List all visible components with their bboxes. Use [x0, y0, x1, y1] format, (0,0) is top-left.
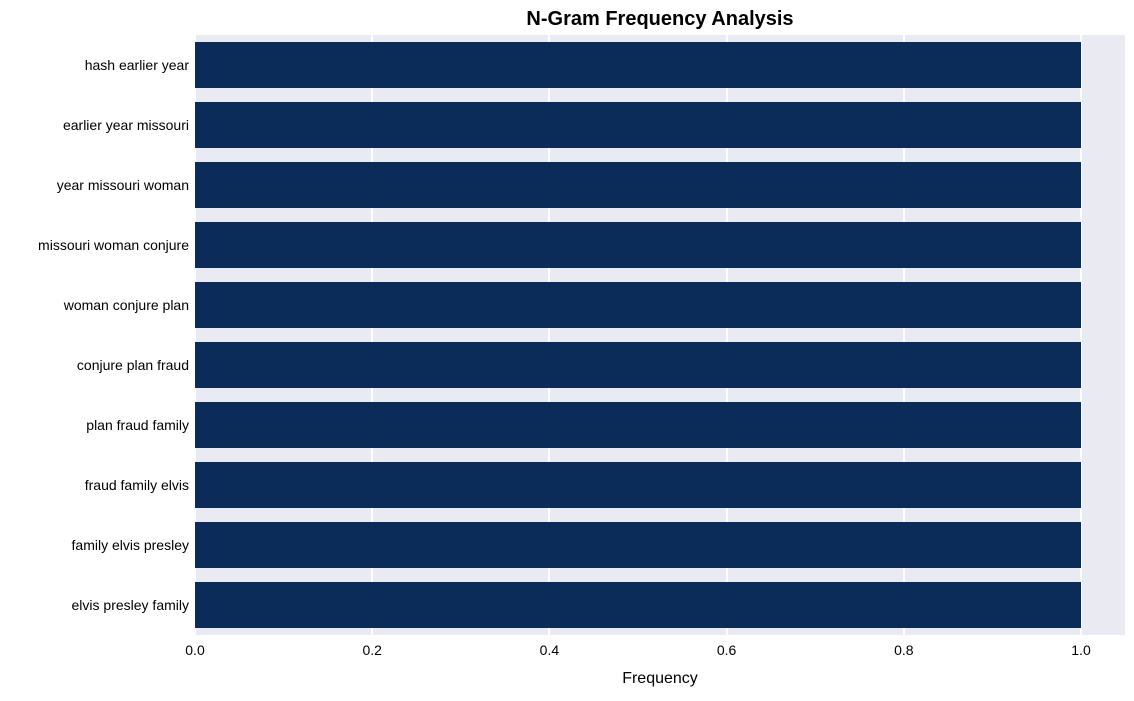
- y-tick-label: earlier year missouri: [63, 117, 189, 133]
- bar: [195, 162, 1081, 209]
- y-tick-label: woman conjure plan: [64, 297, 189, 313]
- bar: [195, 102, 1081, 149]
- bar: [195, 582, 1081, 629]
- x-tick-label: 0.0: [185, 642, 204, 658]
- bar: [195, 342, 1081, 389]
- bar: [195, 42, 1081, 89]
- x-tick-label: 0.2: [362, 642, 381, 658]
- bar: [195, 222, 1081, 269]
- chart-container: N-Gram Frequency Analysis Frequency 0.0 0…: [0, 0, 1134, 701]
- y-tick-label: missouri woman conjure: [38, 237, 189, 253]
- y-tick-label: conjure plan fraud: [77, 357, 189, 373]
- x-tick-label: 1.0: [1071, 642, 1090, 658]
- bar: [195, 522, 1081, 569]
- y-tick-label: year missouri woman: [57, 177, 189, 193]
- chart-title: N-Gram Frequency Analysis: [195, 8, 1125, 31]
- y-tick-label: hash earlier year: [85, 57, 189, 73]
- x-tick-label: 0.6: [717, 642, 736, 658]
- y-tick-label: plan fraud family: [86, 417, 189, 433]
- x-tick-label: 0.4: [540, 642, 559, 658]
- y-tick-label: fraud family elvis: [85, 477, 189, 493]
- bar: [195, 462, 1081, 509]
- plot-area: [195, 35, 1125, 635]
- x-tick-label: 0.8: [894, 642, 913, 658]
- x-axis-label: Frequency: [195, 670, 1125, 688]
- y-tick-label: family elvis presley: [72, 537, 189, 553]
- y-tick-label: elvis presley family: [72, 597, 189, 613]
- bar: [195, 282, 1081, 329]
- bar: [195, 402, 1081, 449]
